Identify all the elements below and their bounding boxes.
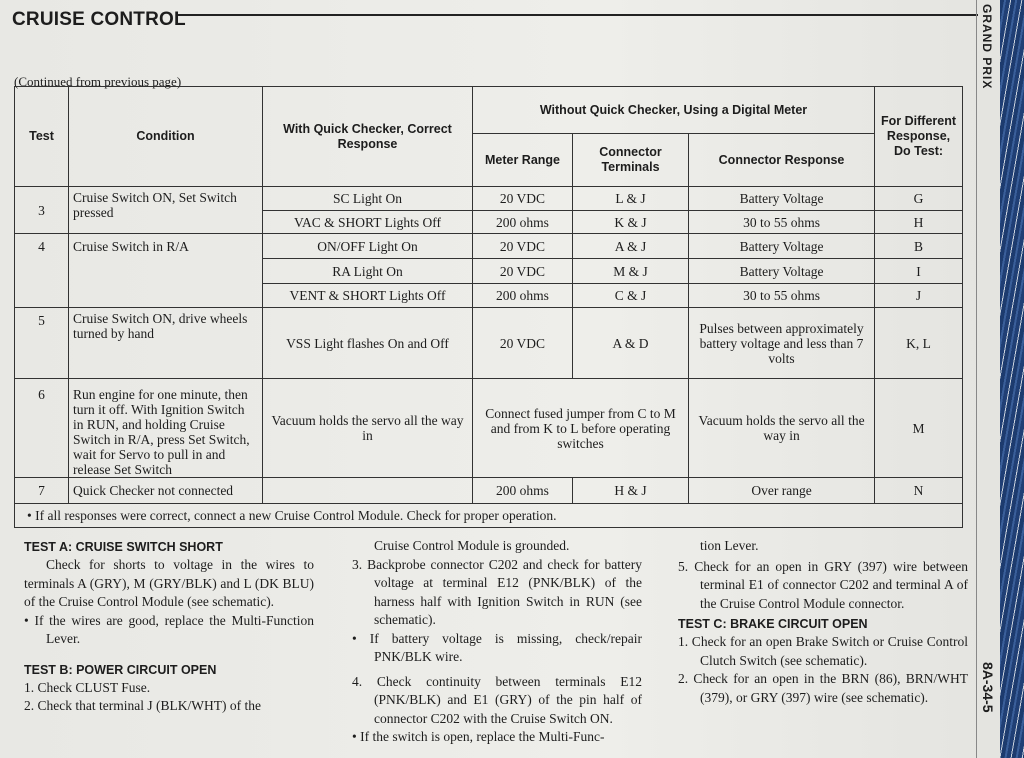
test-c-step-2: 2. Check for an open in the BRN (86), BR…	[678, 671, 968, 705]
table-row: VENT & SHORT Lights Off 200 ohms C & J 3…	[15, 283, 964, 308]
cell-terminals: M & J	[572, 258, 689, 284]
cell-quick: SC Light On	[262, 186, 473, 211]
header-row: Test Condition With Quick Checker, Corre…	[14, 86, 964, 187]
column-3: tion Lever. 5. Check for an open in GRY …	[678, 537, 968, 707]
header-test: Test	[14, 86, 69, 187]
cell-terminals: K & J	[572, 210, 689, 234]
table-row: 6 Run engine for one minute, then turn i…	[14, 378, 964, 478]
cell-do-test: I	[874, 258, 964, 284]
test-a-text: Check for shorts to voltage in the wires…	[24, 557, 314, 609]
test-c-heading: TEST C: BRAKE CIRCUIT OPEN	[678, 617, 868, 631]
cell-terminals: H & J	[572, 477, 689, 504]
header-condition: Condition	[68, 86, 263, 187]
cell-response: 30 to 55 ohms	[687, 210, 876, 234]
cell-condition: Run engine for one minute, then turn it …	[68, 378, 263, 478]
diagnosis-table: Test Condition With Quick Checker, Corre…	[13, 86, 964, 528]
cell-terminals: C & J	[572, 283, 689, 308]
footnote-row: • If all responses were correct, connect…	[13, 503, 964, 528]
title-rule	[178, 14, 978, 16]
margin-rule	[976, 0, 977, 758]
cell-meter: 20 VDC	[472, 258, 573, 284]
test-a-heading: TEST A: CRUISE SWITCH SHORT	[24, 540, 223, 554]
cell-response: Pulses between approximately battery vol…	[687, 307, 876, 379]
cell-quick: VENT & SHORT Lights Off	[262, 283, 473, 308]
page-number: 8A-34-5	[980, 662, 996, 713]
cell-test: 3	[14, 186, 69, 234]
test-c-step-1: 1. Check for an open Brake Switch or Cru…	[678, 634, 968, 668]
table-footnote: • If all responses were correct, connect…	[13, 503, 964, 528]
test-a-bullet: • If the wires are good, replace the Mul…	[24, 612, 314, 647]
column-1: TEST A: CRUISE SWITCH SHORT Check for sh…	[24, 540, 314, 716]
cell-test: 7	[14, 477, 69, 504]
cell-condition: Cruise Switch in R/A	[68, 233, 263, 308]
table-row: VAC & SHORT Lights Off 200 ohms K & J 30…	[15, 210, 964, 234]
table-row: 7 Quick Checker not connected 200 ohms H…	[14, 477, 964, 504]
test-b-step-2: 2. Check that terminal J (BLK/WHT) of th…	[24, 698, 261, 713]
table-row: 5 Cruise Switch ON, drive wheels turned …	[14, 307, 964, 379]
continued-note: (Continued from previous page)	[14, 74, 182, 89]
cell-response: Vacuum holds the servo all the way in	[687, 378, 876, 478]
cell-meter: 200 ohms	[472, 477, 573, 504]
page-title: CRUISE CONTROL	[12, 9, 186, 30]
cell-test: 4	[14, 233, 69, 308]
test-b-step-1: 1. Check CLUST Fuse.	[24, 679, 151, 695]
subheader-row: Meter Range Connector Terminals Connecto…	[15, 133, 963, 187]
cell-quick: VAC & SHORT Lights Off	[262, 210, 473, 234]
cell-condition: Quick Checker not connected	[68, 477, 263, 504]
col3-continued: tion Lever.	[700, 538, 759, 553]
test-b-step-4: 4. Check continuity between terminals E1…	[352, 673, 642, 726]
cell-test: 6	[14, 378, 69, 478]
header-terminals: Connector Terminals	[572, 133, 689, 187]
header-quick: With Quick Checker, Correct Response	[262, 86, 473, 187]
cell-meter-instruction: Connect fused jumper from C to M and fro…	[472, 378, 689, 478]
test-b-bullet-2: • If the switch is open, replace the Mul…	[352, 729, 605, 744]
header-meter: Meter Range	[472, 133, 573, 187]
cell-meter: 200 ohms	[472, 283, 573, 308]
cell-do-test: J	[874, 283, 964, 308]
cell-quick: RA Light On	[262, 258, 473, 284]
cell-do-test: H	[874, 210, 964, 234]
test-b-heading: TEST B: POWER CIRCUIT OPEN	[24, 662, 217, 677]
cell-do-test: G	[874, 186, 964, 211]
column-2: Cruise Control Module is grounded. 3. Ba…	[352, 537, 642, 747]
test-b-bullet-1: • If battery voltage is missing, check/r…	[352, 630, 642, 665]
cell-terminals: L & J	[572, 186, 689, 211]
cell-meter: 20 VDC	[472, 233, 573, 259]
header-without: Without Quick Checker, Using a Digital M…	[471, 86, 876, 134]
col2-continued: Cruise Control Module is grounded.	[374, 538, 570, 553]
cell-quick: Vacuum holds the servo all the way in	[262, 378, 473, 478]
cell-terminals: A & J	[572, 233, 689, 259]
table-row: RA Light On 20 VDC M & J Battery Voltage…	[15, 258, 964, 284]
cell-quick: VSS Light flashes On and Off	[262, 307, 473, 379]
cell-do-test: M	[874, 378, 964, 478]
cell-response: 30 to 55 ohms	[687, 283, 876, 308]
cell-response: Battery Voltage	[687, 186, 876, 211]
cell-terminals: A & D	[572, 307, 689, 379]
cell-meter: 20 VDC	[472, 307, 573, 379]
header-response: Connector Response	[687, 133, 876, 187]
cell-do-test: B	[874, 233, 964, 259]
cell-quick	[262, 477, 473, 504]
cell-meter: 20 VDC	[472, 186, 573, 211]
cell-meter: 200 ohms	[472, 210, 573, 234]
cell-do-test: N	[874, 477, 964, 504]
header-do-test: For Different Response, Do Test:	[874, 86, 964, 187]
cell-do-test: K, L	[874, 307, 964, 379]
table-row: 3 Cruise Switch ON, Set Switch pressed S…	[14, 186, 964, 234]
cell-condition: Cruise Switch ON, Set Switch pressed	[68, 186, 263, 234]
side-label: GRAND PRIX	[980, 4, 994, 90]
test-b-step-5: 5. Check for an open in GRY (397) wire b…	[678, 558, 968, 611]
background-fabric	[1000, 0, 1024, 758]
test-b-step-3: 3. Backprobe connector C202 and check fo…	[352, 556, 642, 628]
cell-response: Battery Voltage	[687, 233, 876, 259]
cell-response: Over range	[687, 477, 876, 504]
cell-quick: ON/OFF Light On	[262, 233, 473, 259]
table-row: 4 Cruise Switch in R/A ON/OFF Light On 2…	[14, 233, 964, 308]
cell-response: Battery Voltage	[687, 258, 876, 284]
cell-condition: Cruise Switch ON, drive wheels turned by…	[68, 307, 263, 379]
cell-test: 5	[14, 307, 69, 379]
